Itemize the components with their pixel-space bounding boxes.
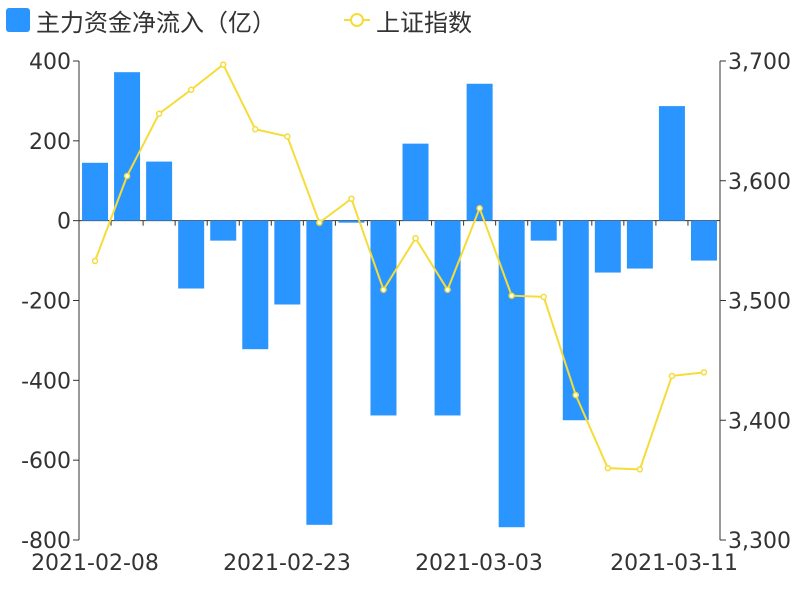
legend-bar-swatch	[6, 8, 30, 32]
bar	[626, 220, 653, 269]
line-point	[540, 293, 547, 301]
bar	[146, 161, 173, 221]
legend-line-marker	[350, 13, 364, 27]
bar	[210, 220, 237, 241]
x-tick-label: 2021-03-11	[610, 551, 738, 576]
line-point	[636, 466, 644, 473]
line-series	[91, 61, 708, 473]
legend-line-label: 上证指数	[376, 9, 472, 37]
legend: 主力资金净流入（亿） 上证指数	[6, 8, 472, 37]
line-point	[668, 372, 676, 380]
bar	[690, 220, 717, 261]
bar	[658, 106, 685, 221]
bar	[82, 162, 109, 221]
left-tick-label: -200	[21, 290, 71, 315]
x-tick-label: 2021-03-03	[415, 551, 543, 576]
bar	[498, 220, 525, 528]
right-tick-label: 3,300	[728, 529, 791, 554]
left-tick-label: 200	[29, 130, 71, 155]
bar	[370, 220, 397, 416]
line-point	[444, 286, 451, 293]
line-point	[572, 391, 580, 399]
right-tick-label: 3,400	[728, 409, 791, 434]
index-line	[94, 63, 705, 471]
line-point	[412, 234, 419, 242]
left-tick-label: -400	[21, 369, 71, 394]
line-point	[252, 126, 259, 133]
left-tick-label: -800	[21, 529, 71, 554]
line-point	[476, 205, 483, 212]
line-point	[123, 172, 131, 180]
line-point	[316, 219, 323, 226]
right-tick-label: 3,700	[728, 50, 791, 75]
bar	[178, 220, 205, 289]
line-point	[187, 86, 195, 93]
line-point	[155, 110, 163, 117]
left-tick-label: 400	[29, 50, 71, 75]
line-point	[91, 257, 99, 265]
right-tick-label: 3,500	[728, 290, 791, 315]
line-point	[604, 464, 612, 472]
bar	[114, 72, 141, 221]
bar	[338, 220, 365, 223]
bar	[530, 220, 557, 241]
bar	[434, 220, 461, 416]
line-point	[700, 369, 708, 376]
left-tick-label: -600	[21, 449, 71, 474]
bar	[594, 220, 621, 273]
bar	[466, 83, 493, 221]
line-point	[348, 195, 355, 202]
bar	[306, 220, 333, 525]
bar-series	[82, 72, 717, 528]
line-point	[508, 292, 515, 299]
x-tick-label: 2021-02-08	[31, 551, 159, 576]
axes: 400 200 0 -200 -400 -600 -800 3,700 3,600 3,500 3,…	[21, 50, 791, 576]
line-point	[380, 286, 387, 293]
line-point	[284, 133, 291, 140]
left-tick-label: 0	[57, 210, 71, 235]
legend-bar-label: 主力资金净流入（亿）	[36, 9, 276, 37]
line-point	[219, 61, 227, 68]
bar	[562, 220, 589, 421]
bar	[274, 220, 301, 305]
bar	[242, 220, 269, 350]
x-tick-label: 2021-02-23	[223, 551, 351, 576]
right-tick-label: 3,600	[728, 170, 791, 195]
bar	[402, 143, 429, 221]
